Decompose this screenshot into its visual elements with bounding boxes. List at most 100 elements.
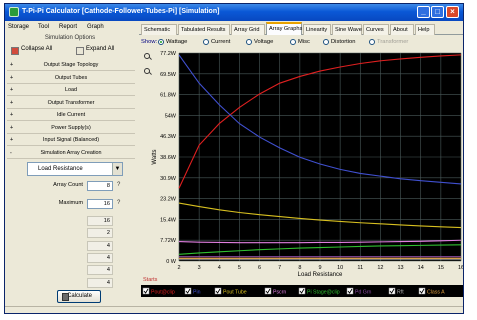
radio-misc[interactable]: Misc — [290, 39, 310, 45]
y-tick-label: 61.8W — [160, 93, 177, 99]
legend-checkbox[interactable] — [388, 287, 396, 295]
option-section[interactable]: - Simulation Array Creation — [7, 148, 135, 159]
legend-entry: Pi Stage@clip — [307, 289, 340, 295]
array-count-field[interactable]: 8 — [87, 181, 113, 191]
option-section[interactable]: + Power Supply(s) — [7, 123, 135, 134]
expand-toggle-icon[interactable]: + — [10, 112, 14, 118]
tab-array-grid[interactable]: Array Grid — [231, 24, 265, 35]
radio-label: Misc — [298, 39, 310, 45]
x-tick-label: 11 — [357, 265, 363, 271]
y-tick-label: 54W — [165, 113, 177, 119]
x-tick-label: 4 — [218, 265, 221, 271]
collapse-all-button[interactable]: Collapse All — [11, 46, 52, 57]
maximum-field[interactable]: 16 — [87, 199, 113, 209]
menu-bar: Storage Tool Report Graph — [5, 22, 137, 34]
chevron-down-icon[interactable]: ▼ — [112, 163, 122, 175]
tab-help[interactable]: Help — [415, 24, 435, 35]
x-tick-label: 3 — [198, 265, 201, 271]
check-icon — [265, 288, 271, 294]
close-button[interactable]: × — [446, 6, 459, 18]
y-tick-label: 30.9W — [160, 176, 177, 182]
legend-checkbox[interactable] — [264, 287, 272, 295]
option-section-label: Load — [65, 87, 77, 93]
expand-toggle-icon[interactable]: + — [10, 62, 14, 68]
option-section[interactable]: + Input Signal (Balanced) — [7, 135, 135, 146]
y-tick-label: 0 W — [166, 259, 177, 265]
option-section[interactable]: + Load — [7, 85, 135, 96]
check-icon — [419, 288, 425, 294]
option-section[interactable]: + Idle Current — [7, 110, 135, 121]
title-bar[interactable]: T-Pi-Pi Calculator [Cathode-Follower-Tub… — [5, 4, 463, 21]
zoom-out-icon[interactable] — [144, 68, 150, 74]
tab-sine-wave[interactable]: Sine Wave — [332, 24, 362, 35]
calculate-button[interactable]: Calculate — [57, 290, 101, 303]
legend-checkbox[interactable] — [214, 287, 222, 295]
series-line — [178, 202, 462, 229]
radio-voltage[interactable]: Voltage — [246, 39, 273, 45]
legend-checkbox[interactable] — [184, 287, 192, 295]
menu-storage[interactable]: Storage — [8, 24, 30, 30]
minimize-button[interactable]: _ — [417, 6, 430, 18]
radio-dot-icon — [158, 39, 164, 45]
expand-toggle-icon[interactable]: + — [10, 137, 14, 143]
option-section[interactable]: + Output Stage Topology — [7, 60, 135, 71]
maximum-label: Maximum — [58, 200, 83, 206]
legend-entry: Pout@clip — [151, 289, 175, 295]
status-bar — [5, 306, 463, 313]
option-section[interactable]: + Output Transformer — [7, 98, 135, 109]
expand-toggle-icon[interactable]: + — [10, 99, 14, 106]
expand-toggle-icon[interactable]: + — [10, 124, 14, 131]
help-icon[interactable]: ? — [117, 182, 121, 188]
legend-checkbox[interactable] — [346, 287, 354, 295]
menu-tool[interactable]: Tool — [38, 24, 50, 30]
legend-entry: Pin — [193, 289, 201, 295]
tab-tabulated-results[interactable]: Tabulated Results — [178, 24, 230, 35]
option-section[interactable]: + Output Tubes — [7, 73, 135, 84]
tab-curves[interactable]: Curves — [363, 24, 389, 35]
check-icon — [215, 288, 221, 294]
y-tick-label: 15.4W — [160, 217, 177, 223]
zoom-in-icon[interactable] — [144, 53, 150, 59]
tab-linearity[interactable]: Linearity — [303, 24, 331, 35]
calculate-label: Calculate — [66, 293, 92, 299]
tab-array-graphs[interactable]: Array Graphs — [266, 22, 302, 35]
radio-dot-icon — [246, 39, 252, 45]
tab-schematic[interactable]: Schematic — [141, 24, 177, 35]
y-tick-label: 69.5W — [160, 72, 177, 78]
legend-checkbox[interactable] — [298, 287, 306, 295]
disabled-field: 2 — [87, 228, 113, 239]
window-title: T-Pi-Pi Calculator [Cathode-Follower-Tub… — [22, 8, 220, 15]
x-tick-label: 6 — [258, 265, 261, 271]
legend-checkbox[interactable] — [142, 287, 150, 295]
x-tick-label: 16 — [458, 265, 464, 271]
maximize-button[interactable]: □ — [431, 6, 444, 18]
radio-distortion[interactable]: Distortion — [323, 39, 355, 45]
expand-all-button[interactable]: Expand All — [76, 46, 114, 57]
check-icon — [299, 288, 305, 294]
menu-graph[interactable]: Graph — [87, 24, 104, 30]
tab-strip: Schematic Tabulated Results Array Grid Arra… — [139, 22, 463, 35]
tab-about[interactable]: About — [390, 24, 414, 35]
maximum-value: 16 — [103, 201, 110, 207]
option-section-label: Output Tubes — [54, 74, 88, 81]
x-tick-label: 8 — [298, 265, 301, 271]
starts-label: Starts — [143, 277, 158, 283]
disabled-field: 16 — [87, 216, 113, 226]
disabled-field: 4 — [87, 240, 113, 251]
expand-toggle-icon[interactable]: - — [10, 149, 12, 156]
expand-toggle-icon[interactable]: + — [10, 87, 14, 93]
show-label: Show: — [141, 39, 158, 45]
disabled-field: 4 — [87, 265, 113, 276]
help-icon[interactable]: ? — [117, 200, 121, 206]
menu-report[interactable]: Report — [59, 24, 78, 30]
expand-icon — [76, 47, 84, 55]
expand-toggle-icon[interactable]: + — [10, 74, 14, 81]
x-tick-label: 13 — [398, 265, 404, 271]
array-count-label: Array Count — [53, 182, 83, 188]
array-count-value: 8 — [106, 183, 110, 189]
array-variable-select[interactable]: Load Resistance ▼ — [27, 162, 123, 176]
x-tick-label: 10 — [337, 265, 343, 271]
radio-wattage[interactable]: Wattage — [158, 39, 187, 45]
legend-checkbox[interactable] — [418, 287, 426, 295]
radio-current[interactable]: Current — [203, 39, 230, 45]
